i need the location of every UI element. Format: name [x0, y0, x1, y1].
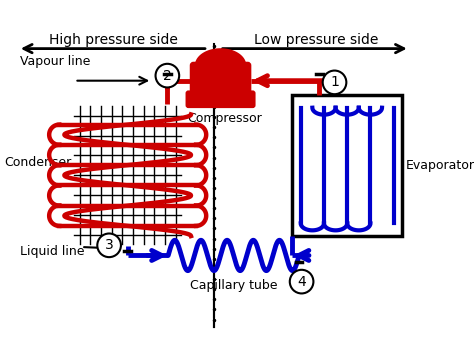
- Text: Vapour line: Vapour line: [20, 55, 91, 68]
- Circle shape: [290, 270, 313, 293]
- Circle shape: [323, 71, 346, 94]
- Text: Liquid line: Liquid line: [20, 245, 85, 258]
- Text: 1: 1: [330, 75, 339, 90]
- Text: 3: 3: [105, 238, 113, 252]
- Text: Evaporator: Evaporator: [405, 159, 474, 172]
- Text: High pressure side: High pressure side: [49, 33, 178, 47]
- Text: 2: 2: [163, 69, 172, 83]
- FancyBboxPatch shape: [188, 92, 254, 106]
- Text: Compressor: Compressor: [187, 112, 262, 125]
- Text: Low pressure side: Low pressure side: [254, 33, 378, 47]
- Bar: [292, 95, 402, 236]
- Text: 4: 4: [297, 274, 306, 289]
- Circle shape: [97, 233, 121, 257]
- FancyBboxPatch shape: [192, 64, 249, 98]
- Circle shape: [155, 64, 179, 87]
- Text: Capillary tube: Capillary tube: [190, 279, 277, 292]
- Text: Condenser: Condenser: [4, 156, 71, 169]
- Polygon shape: [197, 50, 244, 66]
